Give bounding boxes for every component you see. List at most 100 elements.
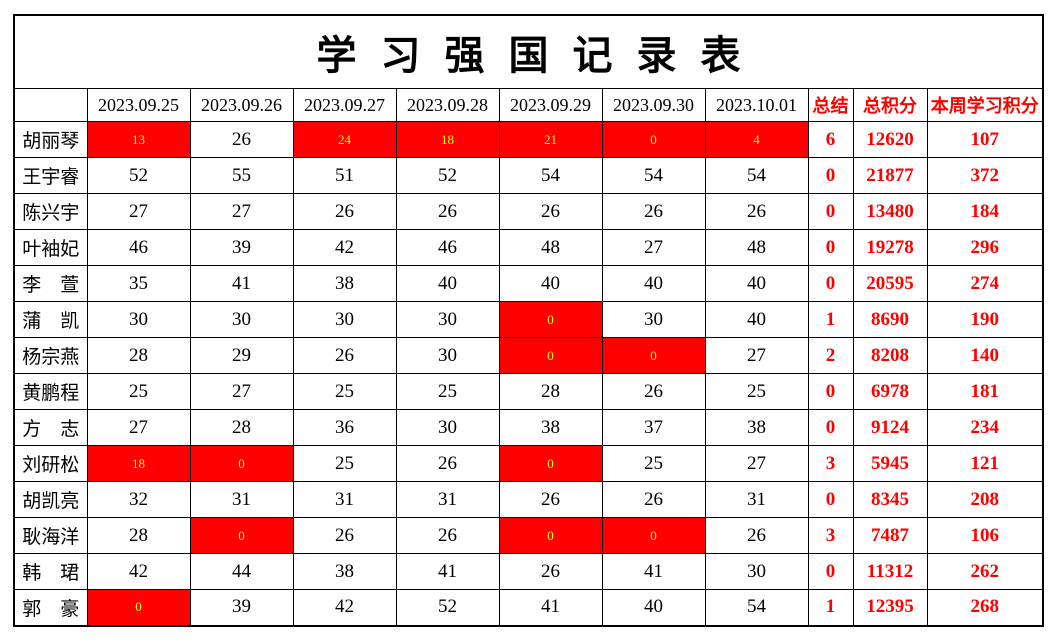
week-points: 107 (926, 121, 1044, 158)
day-score: 27 (189, 373, 294, 410)
day-score: 27 (704, 445, 809, 482)
day-score: 30 (395, 301, 500, 338)
table-row: 耿海洋 28 0 26 26 0 0 26 3 7487 106 (13, 517, 1044, 554)
day-score: 26 (601, 193, 706, 230)
day-score: 38 (704, 409, 809, 446)
day-score: 26 (704, 193, 809, 230)
day-score: 36 (292, 409, 397, 446)
header-week-points: 本周学习积分 (926, 88, 1044, 122)
day-score: 26 (395, 193, 500, 230)
day-score: 48 (704, 229, 809, 266)
total-points: 6978 (852, 373, 928, 410)
table-head: 学 习 强 国 记 录 表 2023.09.25 2023.09.26 2023… (13, 14, 1044, 122)
header-name-cell (13, 88, 88, 122)
day-score: 26 (395, 517, 500, 554)
header-total-points: 总积分 (852, 88, 928, 122)
day-score: 26 (498, 481, 603, 518)
total-points: 11312 (852, 553, 928, 590)
day-score-highlighted: 0 (189, 517, 294, 554)
day-score: 27 (86, 409, 191, 446)
total-points: 20595 (852, 265, 928, 302)
day-score: 55 (189, 157, 294, 194)
day-score: 40 (704, 265, 809, 302)
week-points: 190 (926, 301, 1044, 338)
week-points: 106 (926, 517, 1044, 554)
header-date-5: 2023.09.29 (498, 88, 603, 122)
day-score: 40 (704, 301, 809, 338)
day-score-highlighted: 0 (601, 517, 706, 554)
table-row: 叶袖妃 46 39 42 46 48 27 48 0 19278 296 (13, 229, 1044, 266)
day-score: 38 (498, 409, 603, 446)
day-score-highlighted: 24 (292, 121, 397, 158)
day-score: 26 (601, 481, 706, 518)
day-score: 31 (292, 481, 397, 518)
member-name: 杨宗燕 (13, 337, 88, 374)
summary-count: 1 (807, 589, 854, 626)
table-row: 陈兴宇 27 27 26 26 26 26 26 0 13480 184 (13, 193, 1044, 230)
total-points: 8208 (852, 337, 928, 374)
day-score: 39 (189, 589, 294, 626)
day-score: 42 (292, 589, 397, 626)
day-score: 26 (601, 373, 706, 410)
week-points: 208 (926, 481, 1044, 518)
day-score: 26 (189, 121, 294, 158)
day-score: 28 (189, 409, 294, 446)
summary-count: 3 (807, 445, 854, 482)
header-date-6: 2023.09.30 (601, 88, 706, 122)
day-score: 29 (189, 337, 294, 374)
day-score: 41 (498, 589, 603, 626)
total-points: 19278 (852, 229, 928, 266)
day-score: 44 (189, 553, 294, 590)
member-name: 胡凯亮 (13, 481, 88, 518)
total-points: 8345 (852, 481, 928, 518)
day-score-highlighted: 21 (498, 121, 603, 158)
member-name: 蒲 凯 (13, 301, 88, 338)
day-score: 32 (86, 481, 191, 518)
header-date-4: 2023.09.28 (395, 88, 500, 122)
day-score: 25 (86, 373, 191, 410)
day-score: 41 (601, 553, 706, 590)
member-name: 陈兴宇 (13, 193, 88, 230)
day-score: 40 (601, 589, 706, 626)
header-summary: 总结 (807, 88, 854, 122)
table-row: 王宇睿 52 55 51 52 54 54 54 0 21877 372 (13, 157, 1044, 194)
day-score-highlighted: 4 (704, 121, 809, 158)
day-score-highlighted: 0 (498, 301, 603, 338)
table-row: 方 志 27 28 36 30 38 37 38 0 9124 234 (13, 409, 1044, 446)
table-row: 刘研松 18 0 25 26 0 25 27 3 5945 121 (13, 445, 1044, 482)
header-date-1: 2023.09.25 (86, 88, 191, 122)
day-score: 30 (601, 301, 706, 338)
day-score: 31 (704, 481, 809, 518)
day-score-highlighted: 18 (86, 445, 191, 482)
day-score: 26 (498, 553, 603, 590)
summary-count: 0 (807, 229, 854, 266)
day-score: 40 (498, 265, 603, 302)
day-score: 42 (292, 229, 397, 266)
day-score: 42 (86, 553, 191, 590)
summary-count: 0 (807, 409, 854, 446)
day-score: 46 (395, 229, 500, 266)
total-points: 9124 (852, 409, 928, 446)
day-score: 48 (498, 229, 603, 266)
day-score: 25 (601, 445, 706, 482)
day-score-highlighted: 0 (498, 517, 603, 554)
total-points: 13480 (852, 193, 928, 230)
summary-count: 3 (807, 517, 854, 554)
day-score-highlighted: 18 (395, 121, 500, 158)
day-score: 25 (292, 445, 397, 482)
table-row: 杨宗燕 28 29 26 30 0 0 27 2 8208 140 (13, 337, 1044, 374)
day-score: 26 (704, 517, 809, 554)
week-points: 184 (926, 193, 1044, 230)
day-score: 30 (292, 301, 397, 338)
table-row: 胡凯亮 32 31 31 31 26 26 31 0 8345 208 (13, 481, 1044, 518)
day-score: 30 (86, 301, 191, 338)
day-score: 30 (189, 301, 294, 338)
day-score-highlighted: 0 (189, 445, 294, 482)
page-title: 学 习 强 国 记 录 表 (13, 14, 1044, 89)
summary-count: 0 (807, 193, 854, 230)
member-name: 耿海洋 (13, 517, 88, 554)
day-score-highlighted: 0 (601, 337, 706, 374)
header-date-2: 2023.09.26 (189, 88, 294, 122)
table-row: 蒲 凯 30 30 30 30 0 30 40 1 8690 190 (13, 301, 1044, 338)
